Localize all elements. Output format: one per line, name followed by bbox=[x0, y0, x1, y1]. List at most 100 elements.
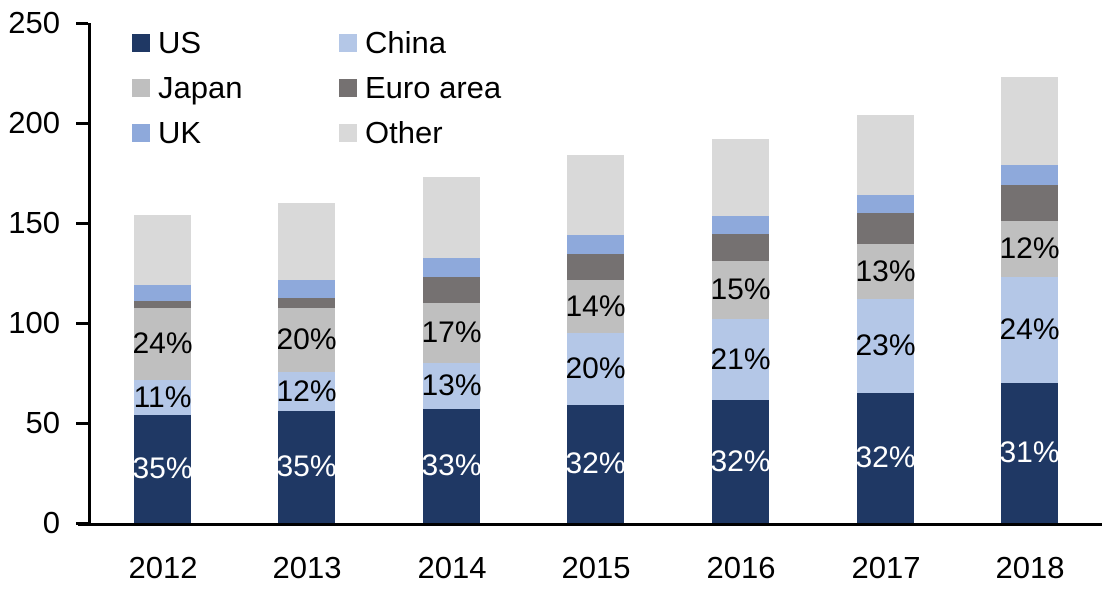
y-axis-tick bbox=[76, 22, 88, 25]
segment-japan-2018: 12% bbox=[999, 221, 1060, 277]
bar-2012: 35% 11% 24% bbox=[132, 0, 193, 523]
segment-other-2012 bbox=[134, 215, 191, 285]
segment-japan-2017: 13% bbox=[855, 244, 916, 299]
segment-uk-2014 bbox=[423, 258, 480, 277]
y-axis-tick-label: 50 bbox=[25, 405, 60, 440]
segment-label-us-2017: 32% bbox=[855, 441, 916, 474]
segment-china-2015: 20% bbox=[565, 333, 626, 405]
segment-label-japan-2012: 24% bbox=[132, 327, 193, 360]
legend-item-japan: Japan bbox=[132, 70, 242, 106]
segment-uk-2017 bbox=[857, 195, 914, 213]
segment-us-2017: 32% bbox=[855, 393, 916, 523]
segment-other-2016 bbox=[712, 139, 769, 216]
legend-label-us: US bbox=[158, 25, 202, 60]
segment-japan-2016: 15% bbox=[710, 261, 771, 319]
y-axis-line bbox=[88, 23, 91, 526]
segment-uk-2013 bbox=[278, 280, 335, 298]
segment-label-japan-2018: 12% bbox=[999, 232, 1060, 265]
bar-2018: 31% 24% 12% bbox=[999, 0, 1060, 523]
segment-euro-area-2012 bbox=[134, 301, 191, 308]
x-axis-line bbox=[78, 523, 1102, 526]
segment-us-2014: 33% bbox=[421, 409, 482, 523]
legend-swatch-other bbox=[339, 124, 357, 142]
segment-euro-area-2017 bbox=[857, 213, 914, 244]
segment-euro-area-2018 bbox=[1001, 185, 1058, 221]
segment-euro-area-2013 bbox=[278, 298, 335, 308]
segment-label-us-2012: 35% bbox=[132, 452, 193, 485]
segment-label-china-2017: 23% bbox=[855, 329, 916, 362]
segment-label-japan-2014: 17% bbox=[421, 316, 482, 349]
segment-china-2013: 12% bbox=[276, 372, 337, 411]
bar-2017: 32% 23% 13% bbox=[855, 0, 916, 523]
segment-japan-2014: 17% bbox=[421, 303, 482, 363]
x-axis-tick-label-2013: 2013 bbox=[272, 550, 342, 585]
legend-label-other: Other bbox=[365, 115, 443, 150]
segment-us-2012: 35% bbox=[132, 415, 193, 523]
legend-item-euro-area: Euro area bbox=[339, 70, 501, 106]
x-axis-tick-label-2014: 2014 bbox=[417, 550, 487, 585]
segment-us-2013: 35% bbox=[276, 411, 337, 523]
segment-label-japan-2016: 15% bbox=[710, 273, 771, 306]
segment-us-2015: 32% bbox=[565, 405, 626, 523]
segment-us-2018: 31% bbox=[999, 383, 1060, 523]
segment-china-2012: 11% bbox=[134, 380, 191, 415]
segment-us-2016: 32% bbox=[710, 400, 771, 523]
segment-label-china-2014: 13% bbox=[421, 369, 482, 402]
y-axis-tick-label: 150 bbox=[8, 205, 60, 240]
legend-label-japan: Japan bbox=[158, 70, 243, 105]
legend-swatch-euro-area bbox=[339, 79, 357, 97]
segment-label-china-2013: 12% bbox=[276, 374, 337, 408]
segment-label-us-2014: 33% bbox=[421, 449, 482, 482]
segment-label-china-2018: 24% bbox=[999, 313, 1060, 346]
segment-other-2018 bbox=[1001, 77, 1058, 165]
segment-label-japan-2015: 14% bbox=[565, 289, 626, 323]
legend-swatch-uk bbox=[132, 124, 150, 142]
y-axis-tick bbox=[76, 122, 88, 125]
x-axis-tick-label-2018: 2018 bbox=[995, 550, 1065, 585]
segment-uk-2015 bbox=[567, 235, 624, 254]
y-axis-tick bbox=[76, 422, 88, 425]
segment-other-2017 bbox=[857, 115, 914, 195]
segment-label-us-2018: 31% bbox=[999, 436, 1060, 469]
segment-label-us-2015: 32% bbox=[565, 447, 626, 480]
legend-swatch-us bbox=[132, 34, 150, 52]
segment-china-2016: 21% bbox=[710, 319, 771, 400]
y-axis-tick-label: 100 bbox=[8, 305, 60, 340]
segment-uk-2016 bbox=[712, 216, 769, 234]
segment-label-japan-2013: 20% bbox=[276, 323, 337, 356]
segment-uk-2018 bbox=[1001, 165, 1058, 185]
y-axis-tick-label: 250 bbox=[8, 5, 60, 40]
segment-china-2018: 24% bbox=[999, 277, 1060, 383]
x-axis-tick-label-2016: 2016 bbox=[706, 550, 776, 585]
segment-uk-2012 bbox=[134, 285, 191, 301]
legend-label-china: China bbox=[365, 25, 446, 60]
y-axis-tick-label: 0 bbox=[42, 505, 60, 540]
legend-item-china: China bbox=[339, 25, 446, 61]
segment-other-2013 bbox=[278, 203, 335, 280]
legend-item-uk: UK bbox=[132, 115, 201, 151]
legend-item-us: US bbox=[132, 25, 201, 61]
bar-2016: 32% 21% 15% bbox=[710, 0, 771, 523]
y-axis-tick bbox=[76, 222, 88, 225]
x-axis-tick-label-2015: 2015 bbox=[561, 550, 631, 585]
segment-label-us-2013: 35% bbox=[276, 450, 337, 483]
legend-label-uk: UK bbox=[158, 115, 202, 150]
segment-japan-2015: 14% bbox=[565, 280, 626, 333]
segment-other-2015 bbox=[567, 155, 624, 235]
segment-euro-area-2015 bbox=[567, 254, 624, 280]
legend-swatch-japan bbox=[132, 79, 150, 97]
bar-2013: 35% 12% 20% bbox=[276, 0, 337, 523]
segment-label-china-2012: 11% bbox=[133, 380, 192, 414]
legend-item-other: Other bbox=[339, 115, 443, 151]
segment-label-japan-2017: 13% bbox=[855, 254, 916, 288]
segment-label-us-2016: 32% bbox=[710, 444, 771, 478]
bar-2014: 33% 13% 17% bbox=[421, 0, 482, 523]
bar-2015: 32% 20% 14% bbox=[565, 0, 626, 523]
y-axis-tick-label: 200 bbox=[8, 105, 60, 140]
y-axis-tick bbox=[76, 322, 88, 325]
segment-other-2014 bbox=[423, 177, 480, 258]
legend-swatch-china bbox=[339, 34, 357, 52]
segment-label-china-2015: 20% bbox=[565, 352, 626, 385]
x-axis-tick-label-2017: 2017 bbox=[851, 550, 921, 585]
